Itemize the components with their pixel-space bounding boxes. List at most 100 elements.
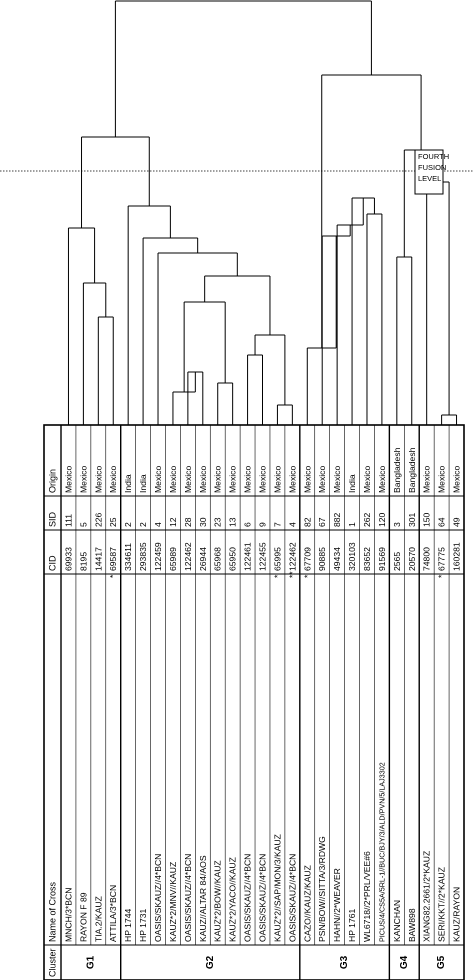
cid-value: 65995 — [272, 547, 282, 571]
origin-value: India — [138, 474, 148, 493]
sid-value: 301 — [407, 512, 417, 527]
cross-name: ATTILA/3*BCN — [108, 885, 118, 942]
cid-value: 8195 — [78, 552, 88, 571]
sid-value: 6 — [243, 522, 253, 527]
cid-value: 65989 — [168, 547, 178, 571]
sid-value: 28 — [183, 517, 193, 527]
origin-value: Mexico — [78, 466, 88, 493]
sid-value: 262 — [362, 512, 372, 527]
sid-value: 1 — [347, 522, 357, 527]
cross-name: HP 1761 — [347, 908, 357, 942]
cid-value: 65950 — [228, 547, 238, 571]
cid-value: 49434 — [332, 547, 342, 571]
fusion-label-line: FUSION — [418, 163, 446, 172]
header-origin: Origin — [48, 469, 58, 493]
origin-value: Mexico — [437, 466, 447, 493]
origin-value: Mexico — [93, 466, 103, 493]
cross-mark: ** — [287, 571, 297, 578]
cid-value: 69933 — [63, 547, 73, 571]
header-sid: SID — [48, 511, 58, 527]
cid-value: 122455 — [258, 542, 268, 571]
cross-name: KAUZ*2/YACO//KAUZ — [228, 857, 238, 942]
cross-mark: * — [302, 574, 312, 578]
cluster-label: G2 — [205, 955, 216, 969]
cross-name: KAUZ*2/MNV//KAUZ — [168, 862, 178, 942]
sid-value: 3 — [392, 522, 402, 527]
cid-value: 83652 — [362, 547, 372, 571]
cid-value: 160281 — [452, 542, 462, 571]
cross-name: KAUZ/RAYON — [452, 887, 462, 942]
origin-value: Mexico — [332, 466, 342, 493]
cid-value: 122462 — [183, 542, 193, 571]
cross-name: OASIS/SKAUZ//4*BCN — [153, 854, 163, 942]
cross-name: SERI/KKT//2*KAUZ — [437, 867, 447, 942]
cid-value: 65968 — [213, 547, 223, 571]
cluster-label: G4 — [399, 955, 410, 969]
cid-value: 69587 — [108, 547, 118, 571]
sid-value: 2 — [123, 522, 133, 527]
sid-value: 120 — [377, 512, 387, 527]
sid-value: 2 — [138, 522, 148, 527]
sid-value: 82 — [302, 517, 312, 527]
origin-value: Mexico — [168, 466, 178, 493]
header-cluster: Cluster — [48, 948, 58, 977]
origin-value: Mexico — [108, 466, 118, 493]
cid-value: 14417 — [93, 547, 103, 571]
cross-name: RAYON F 89 — [78, 892, 88, 942]
sid-value: 226 — [93, 512, 103, 527]
origin-value: Mexico — [243, 466, 253, 493]
origin-value: Mexico — [198, 466, 208, 493]
origin-value: Mexico — [153, 466, 163, 493]
cross-name: CAZO//KAUZ/KAUZ — [302, 865, 312, 942]
sid-value: 12 — [168, 517, 178, 527]
sid-value: 4 — [153, 522, 163, 527]
cross-name: BAW898 — [407, 908, 417, 942]
origin-value: Bangladesh — [392, 447, 402, 493]
cross-name: OASIS/SKAUZ//4*BCN — [183, 854, 193, 942]
sid-value: 30 — [198, 517, 208, 527]
origin-value: Mexico — [183, 466, 193, 493]
cluster-label: G3 — [339, 955, 350, 969]
sid-value: 13 — [228, 517, 238, 527]
origin-value: Mexico — [272, 466, 282, 493]
origin-value: India — [347, 474, 357, 493]
sid-value: 882 — [332, 512, 342, 527]
cid-value: 67709 — [302, 547, 312, 571]
cross-name: HP 1744 — [123, 908, 133, 942]
cross-mark: * — [272, 574, 282, 578]
cross-name: KAUZ*2//SAP/MON/3/KAUZ — [272, 834, 282, 942]
dendrogram-tree — [67, 0, 458, 425]
cross-name: HAHN//2*WEAVER — [332, 868, 342, 942]
sid-value: 49 — [452, 517, 462, 527]
cid-value: 334611 — [123, 543, 133, 571]
data-table: Cluster Name of Cross CID SID Origin MNCH/3*B… — [43, 424, 465, 980]
fusion-level-label: FOURTH FUSION LEVEL — [418, 152, 449, 183]
cid-value: 90885 — [317, 547, 327, 571]
origin-value: Mexico — [377, 466, 387, 493]
cross-name: HP 1731 — [138, 908, 148, 942]
sid-value: 150 — [422, 512, 432, 527]
sid-value: 4 — [287, 522, 297, 527]
cross-name: PICUS/4/CS5A/5RL-1//BUC/BJY/3/ALD/PVN/5/… — [377, 762, 386, 942]
sid-value: 64 — [437, 517, 447, 527]
origin-value: Mexico — [63, 466, 73, 493]
origin-value: Mexico — [317, 466, 327, 493]
cid-value: 74800 — [422, 547, 432, 571]
origin-value: Mexico — [362, 466, 372, 493]
cross-name: KANCHAN — [392, 900, 402, 942]
origin-value: Mexico — [452, 466, 462, 493]
cid-value: 20570 — [407, 547, 417, 571]
table-border — [43, 424, 465, 980]
sid-value: 23 — [213, 517, 223, 527]
origin-value: Mexico — [287, 466, 297, 493]
sid-value: 7 — [272, 522, 282, 527]
sid-value: 111 — [63, 514, 73, 527]
cross-mark: * — [108, 574, 118, 578]
cluster-label: G5 — [436, 955, 447, 969]
fusion-label-line: FOURTH — [418, 152, 449, 161]
cross-name: MNCH/3*BCN — [63, 888, 73, 942]
cross-name: OASIS/SKAUZ//4*BCN — [243, 854, 253, 942]
cid-value: 91569 — [377, 547, 387, 571]
header-cid: CID — [48, 555, 58, 571]
